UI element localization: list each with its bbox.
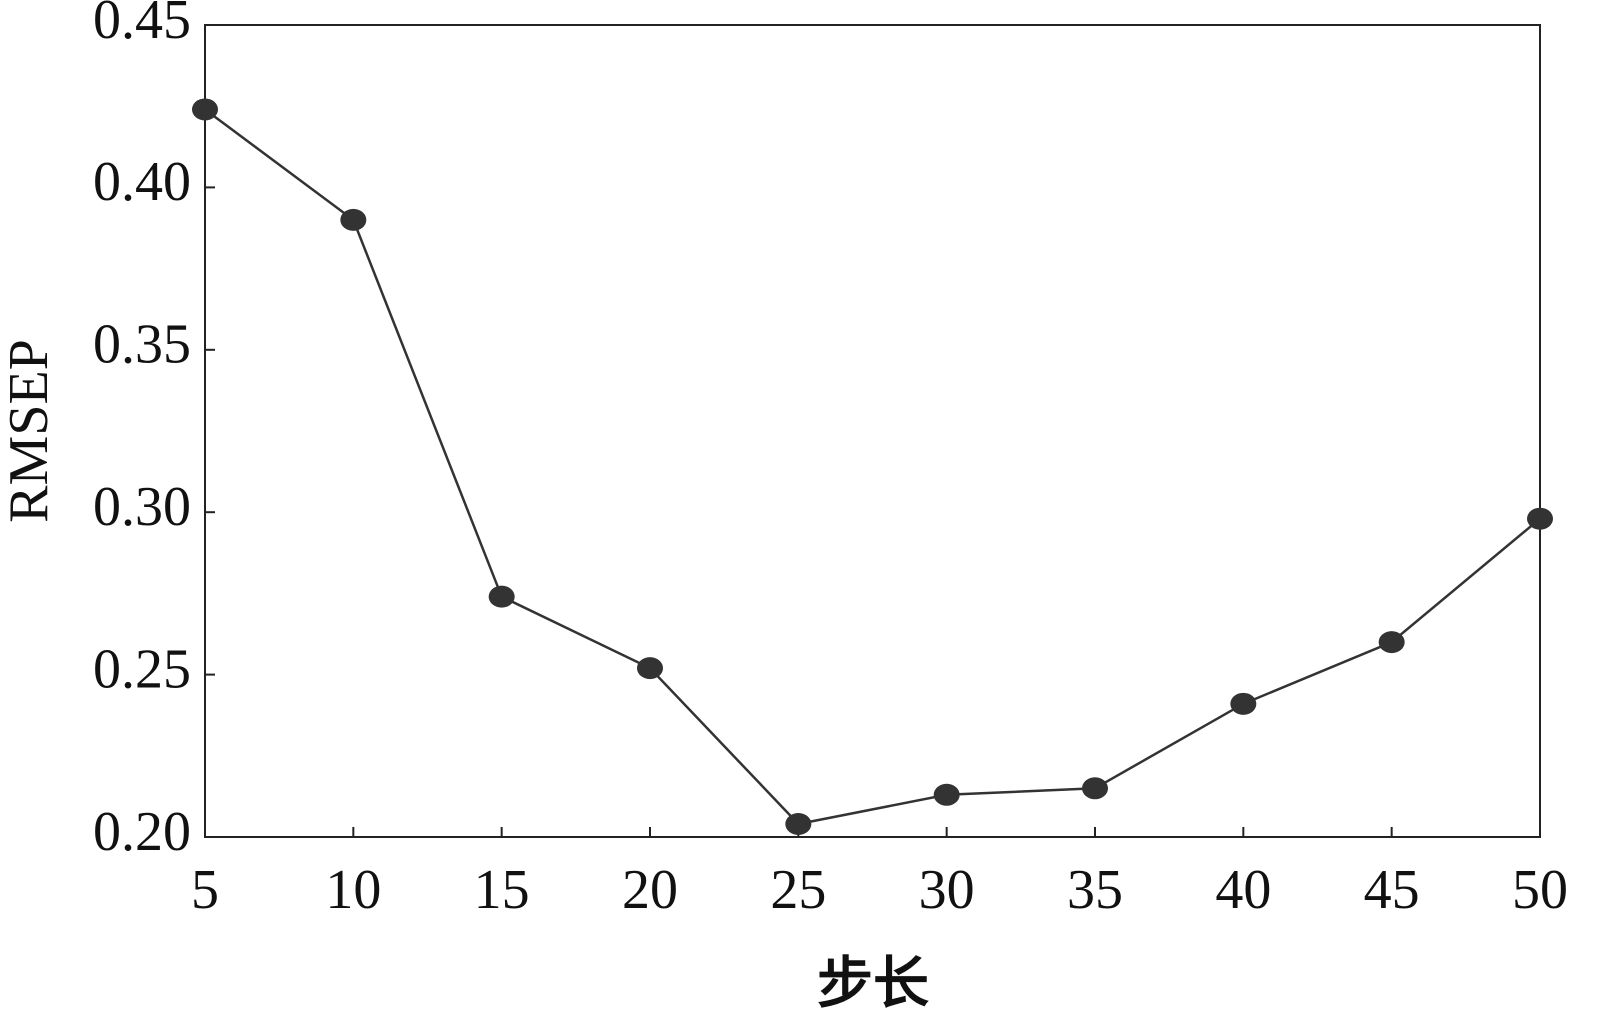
x-tick-label: 30	[919, 859, 975, 921]
data-point	[1230, 692, 1257, 715]
data-point	[785, 813, 812, 836]
data-point	[488, 585, 515, 608]
y-tick-label: 0.25	[93, 638, 191, 700]
x-axis-title: 步长	[817, 951, 929, 1017]
data-point	[1378, 631, 1405, 654]
x-tick-label: 5	[191, 859, 219, 921]
y-tick-label: 0.35	[93, 314, 191, 376]
x-tick-label: 45	[1364, 859, 1420, 921]
x-tick-label: 25	[770, 859, 826, 921]
x-tick-label: 10	[325, 859, 381, 921]
data-point	[1527, 507, 1553, 530]
y-tick-label: 0.40	[93, 151, 191, 213]
data-point	[1082, 777, 1108, 800]
y-tick-label: 0.45	[93, 0, 191, 51]
y-tick-label: 0.30	[93, 476, 191, 538]
x-tick-label: 35	[1067, 859, 1123, 921]
x-tick-label: 20	[622, 859, 678, 921]
data-point	[192, 98, 218, 121]
y-axis-title: RMSEP	[0, 339, 60, 523]
series-line	[204, 108, 1541, 826]
data-point	[637, 657, 663, 680]
y-tick-label: 0.20	[93, 801, 191, 863]
data-point	[340, 208, 367, 231]
data-point	[933, 783, 960, 806]
plot-frame	[204, 24, 1541, 838]
x-tick-label: 50	[1512, 859, 1568, 921]
x-tick-label: 40	[1215, 859, 1271, 921]
x-tick-label: 15	[474, 859, 530, 921]
